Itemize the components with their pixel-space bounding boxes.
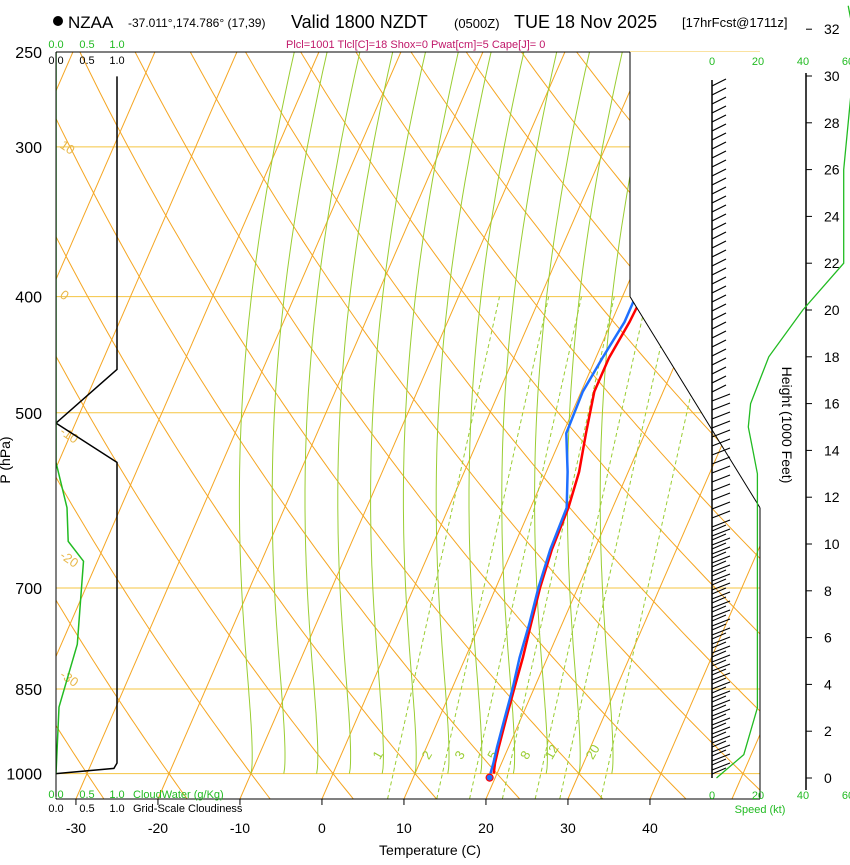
height-tick-label: 8 bbox=[824, 583, 832, 599]
bottom-cloudwater-scale: 0.0 bbox=[48, 789, 63, 801]
top-cloudiness-scale: 1.0 bbox=[109, 55, 124, 67]
height-tick-label: 6 bbox=[824, 630, 832, 646]
utc-time: (0500Z) bbox=[454, 16, 500, 31]
speed-scale-bottom: 60 bbox=[842, 790, 850, 802]
x-tick-label: 20 bbox=[478, 820, 494, 836]
y-tick-label: 850 bbox=[15, 682, 42, 699]
speed-scale-top: 0 bbox=[709, 56, 715, 68]
x-tick-label: 30 bbox=[560, 820, 576, 836]
x-tick-label: 10 bbox=[396, 820, 412, 836]
height-tick-label: 22 bbox=[824, 255, 840, 271]
station-dot-icon bbox=[53, 16, 63, 26]
height-tick-label: 16 bbox=[824, 396, 840, 412]
bottom-cloudiness-scale: 1.0 bbox=[109, 803, 124, 815]
height-tick-label: 4 bbox=[824, 676, 832, 692]
surface-marker bbox=[486, 774, 493, 781]
speed-scale-top: 60 bbox=[842, 56, 850, 68]
y-tick-label: 1000 bbox=[6, 767, 42, 784]
cloudiness-label: Grid-Scale Cloudiness bbox=[133, 803, 243, 815]
bottom-cloudiness-scale: 0.0 bbox=[48, 803, 63, 815]
top-cloudwater-scale: 1.0 bbox=[109, 39, 124, 51]
speed-scale-top: 40 bbox=[797, 56, 809, 68]
y-tick-label: 250 bbox=[15, 45, 42, 62]
height-tick-label: 18 bbox=[824, 349, 840, 365]
height-tick-label: 12 bbox=[824, 489, 840, 505]
height-tick-label: 28 bbox=[824, 115, 840, 131]
bottom-cloudiness-scale: 0.5 bbox=[79, 803, 94, 815]
top-cloudwater-scale: 0.5 bbox=[79, 39, 94, 51]
y-axis-label: P (hPa) bbox=[0, 436, 13, 483]
bottom-cloudwater-scale: 1.0 bbox=[109, 789, 124, 801]
height-tick-label: 2 bbox=[824, 723, 832, 739]
x-tick-label: -10 bbox=[230, 820, 250, 836]
bottom-cloudwater-scale: 0.5 bbox=[79, 789, 94, 801]
height-tick-label: 10 bbox=[824, 536, 840, 552]
y-tick-label: 500 bbox=[15, 406, 42, 423]
forecast-info: [17hrFcst@1711z] bbox=[682, 15, 787, 30]
height-tick-label: 0 bbox=[824, 770, 832, 786]
height-tick-label: 20 bbox=[824, 302, 840, 318]
y-tick-label: 300 bbox=[15, 140, 42, 157]
valid-date: TUE 18 Nov 2025 bbox=[514, 12, 657, 32]
top-cloudiness-scale: 0.5 bbox=[79, 55, 94, 67]
speed-axis-label: Speed (kt) bbox=[735, 804, 786, 816]
y-tick-label: 400 bbox=[15, 290, 42, 307]
y-tick-label: 700 bbox=[15, 581, 42, 598]
station-coords: -37.011°,174.786° (17,39) bbox=[128, 16, 265, 30]
height-axis-label: Height (1000 Feet) bbox=[779, 367, 795, 484]
speed-scale-top: 20 bbox=[752, 56, 764, 68]
top-cloudiness-scale: 0.0 bbox=[48, 55, 63, 67]
speed-scale-bottom: 20 bbox=[752, 790, 764, 802]
x-tick-label: 0 bbox=[318, 820, 326, 836]
height-tick-label: 14 bbox=[824, 442, 840, 458]
height-tick-label: 26 bbox=[824, 162, 840, 178]
top-cloudwater-scale: 0.0 bbox=[48, 39, 63, 51]
cloudwater-label: CloudWater (g/Kg) bbox=[133, 789, 224, 801]
speed-scale-bottom: 0 bbox=[709, 790, 715, 802]
sounding-params: Plcl=1001 Tlcl[C]=18 Shox=0 Pwat[cm]=5 C… bbox=[286, 39, 545, 51]
x-tick-label: -30 bbox=[66, 820, 86, 836]
speed-scale-bottom: 40 bbox=[797, 790, 809, 802]
valid-time: Valid 1800 NZDT bbox=[291, 12, 428, 32]
height-tick-label: 32 bbox=[824, 21, 840, 37]
height-tick-label: 24 bbox=[824, 208, 840, 224]
height-tick-label: 30 bbox=[824, 68, 840, 84]
x-axis-label: Temperature (C) bbox=[379, 842, 481, 858]
x-tick-label: -20 bbox=[148, 820, 168, 836]
x-tick-label: 40 bbox=[642, 820, 658, 836]
station-id: NZAA bbox=[68, 13, 114, 32]
